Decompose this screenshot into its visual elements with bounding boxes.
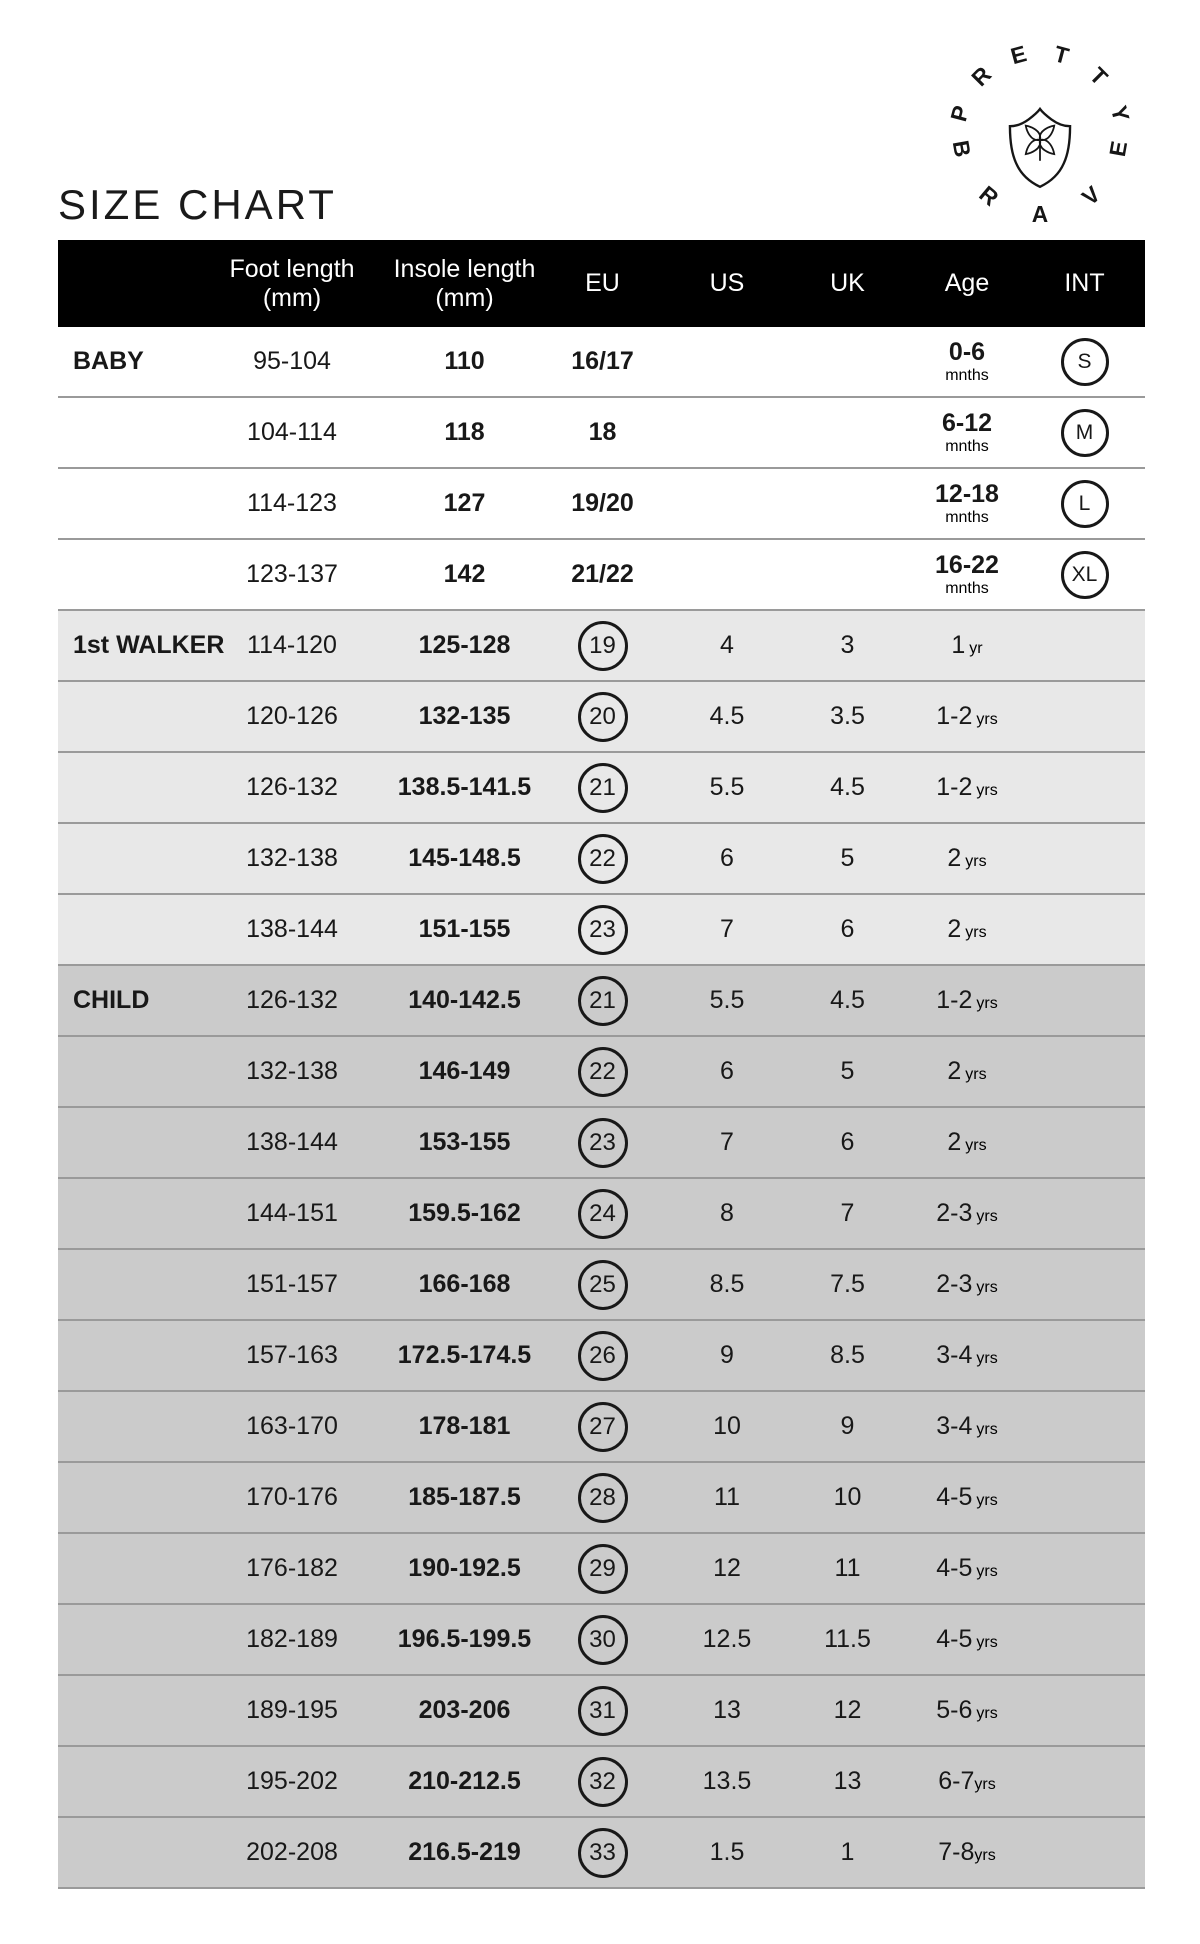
svg-text:T: T xyxy=(1051,40,1071,69)
svg-text:E: E xyxy=(1008,40,1029,69)
svg-text:P: P xyxy=(945,103,974,124)
svg-text:A: A xyxy=(1032,201,1048,227)
svg-text:Y: Y xyxy=(1106,103,1135,124)
svg-text:E: E xyxy=(1104,139,1132,158)
svg-text:B: B xyxy=(948,138,976,159)
svg-text:V: V xyxy=(1077,180,1106,210)
svg-text:T: T xyxy=(1085,62,1113,90)
svg-text:R: R xyxy=(966,61,996,91)
svg-text:R: R xyxy=(974,180,1003,210)
